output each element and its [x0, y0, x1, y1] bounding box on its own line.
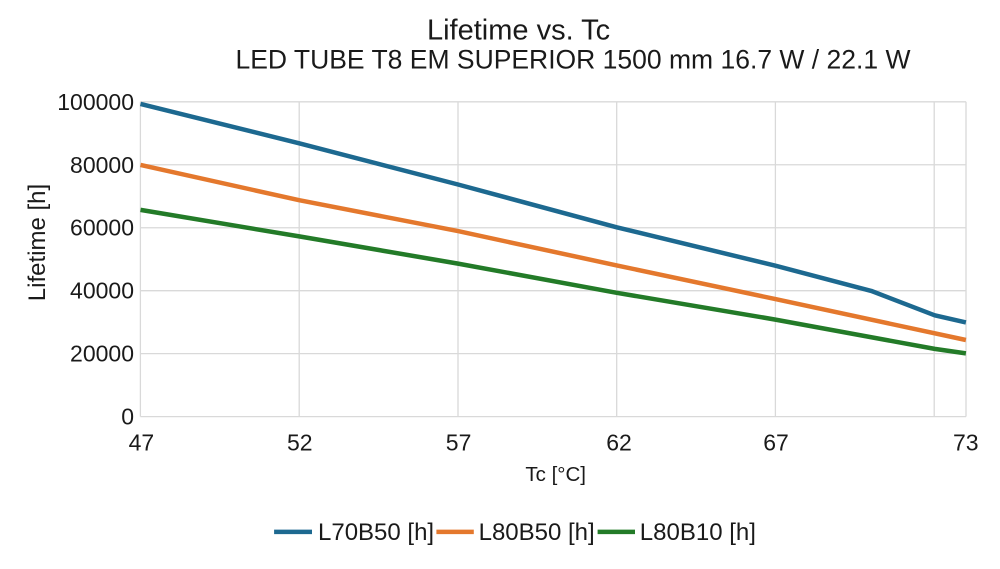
svg-text:47: 47	[129, 429, 155, 455]
svg-text:52: 52	[287, 429, 313, 455]
svg-text:100000: 100000	[57, 89, 134, 115]
svg-text:L80B10 [h]: L80B10 [h]	[640, 519, 756, 546]
svg-text:20000: 20000	[70, 341, 134, 367]
svg-text:Lifetime vs. Tc: Lifetime vs. Tc	[427, 15, 610, 47]
svg-text:57: 57	[446, 429, 472, 455]
svg-text:Tc [°C]: Tc [°C]	[525, 463, 586, 486]
svg-text:73: 73	[953, 429, 979, 455]
svg-text:Lifetime [h]: Lifetime [h]	[24, 184, 51, 301]
svg-text:0: 0	[121, 404, 134, 430]
svg-text:62: 62	[606, 429, 632, 455]
svg-text:L70B50 [h]: L70B50 [h]	[318, 519, 434, 546]
svg-text:LED TUBE T8 EM SUPERIOR 1500 m: LED TUBE T8 EM SUPERIOR 1500 mm 16.7 W /…	[236, 45, 911, 75]
svg-text:80000: 80000	[70, 152, 134, 178]
svg-text:40000: 40000	[70, 278, 134, 304]
svg-text:67: 67	[763, 429, 789, 455]
svg-text:60000: 60000	[70, 215, 134, 241]
svg-text:L80B50 [h]: L80B50 [h]	[479, 519, 595, 546]
